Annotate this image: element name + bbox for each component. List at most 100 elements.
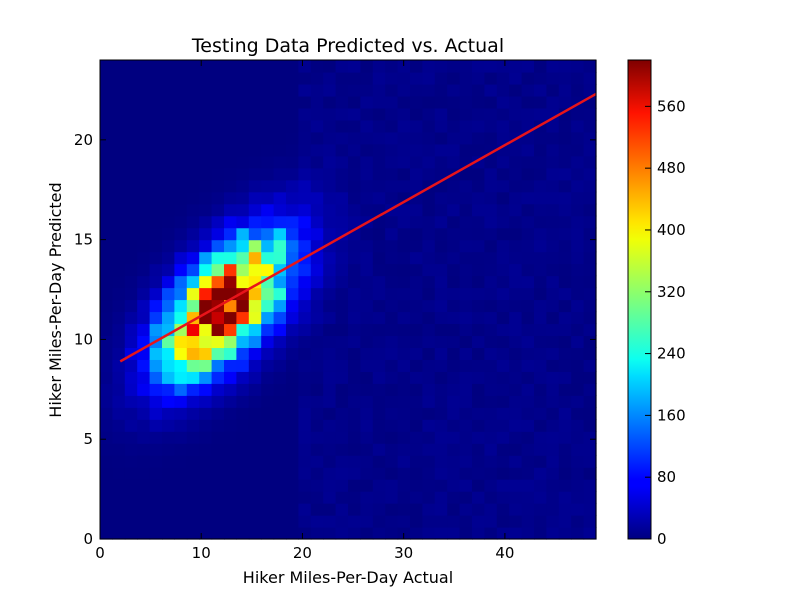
- heatmap-cell: [534, 239, 547, 253]
- heatmap-cell: [286, 95, 299, 109]
- heatmap-cell: [335, 419, 349, 432]
- heatmap-cell: [199, 155, 213, 169]
- heatmap-cell: [509, 215, 523, 229]
- colorbar-tick-label: 240: [657, 345, 686, 363]
- heatmap-cell: [571, 131, 585, 145]
- heatmap-cell: [298, 311, 312, 325]
- heatmap-cell: [571, 491, 585, 504]
- heatmap-cell: [112, 191, 126, 205]
- heatmap-cell: [422, 143, 436, 157]
- heatmap-cell: [248, 203, 262, 217]
- heatmap-cell: [137, 95, 151, 109]
- heatmap-cell: [434, 251, 448, 265]
- heatmap-cell: [112, 95, 126, 109]
- heatmap-cell: [558, 443, 572, 456]
- heatmap-cell: [149, 107, 163, 121]
- heatmap-cell: [496, 155, 510, 169]
- heatmap-cell: [112, 263, 126, 277]
- heatmap-cell: [434, 107, 448, 121]
- heatmap-cell: [496, 491, 510, 504]
- heatmap-cell: [174, 131, 188, 145]
- heatmap-cell: [434, 347, 448, 360]
- heatmap-cell: [137, 479, 151, 492]
- heatmap-cell: [174, 515, 188, 528]
- heatmap-cell: [385, 251, 399, 265]
- heatmap-cell: [211, 383, 225, 396]
- heatmap-cell: [199, 299, 213, 313]
- heatmap-cell: [509, 479, 523, 492]
- heatmap-cell: [124, 383, 138, 396]
- heatmap-cell: [360, 251, 374, 265]
- heatmap-cell: [534, 491, 547, 504]
- heatmap-cell: [459, 119, 473, 133]
- heatmap-cell: [484, 275, 498, 289]
- heatmap-cell: [261, 203, 275, 217]
- heatmap-cell: [273, 131, 287, 145]
- heatmap-cell: [496, 443, 510, 456]
- heatmap-cell: [472, 167, 485, 181]
- heatmap-cell: [286, 107, 299, 121]
- heatmap-cell: [447, 491, 461, 504]
- heatmap-cell: [509, 107, 523, 121]
- heatmap-cell: [298, 71, 312, 85]
- heatmap-cell: [397, 119, 411, 133]
- heatmap-cell: [149, 311, 163, 325]
- heatmap-cell: [236, 467, 250, 480]
- heatmap-cell: [546, 455, 560, 468]
- heatmap-cell: [571, 251, 585, 265]
- heatmap-cell: [459, 467, 473, 480]
- heatmap-cell: [199, 227, 213, 241]
- x-tick-label: 10: [192, 544, 211, 562]
- heatmap-cell: [323, 395, 337, 408]
- heatmap-cell: [558, 203, 572, 217]
- heatmap-cell: [199, 467, 213, 480]
- heatmap-cell: [521, 155, 535, 169]
- heatmap-cell: [236, 491, 250, 504]
- heatmap-cell: [174, 191, 188, 205]
- heatmap-cell: [112, 239, 126, 253]
- heatmap-cell: [124, 311, 138, 325]
- heatmap-cell: [310, 515, 324, 528]
- heatmap-cell: [583, 167, 597, 181]
- heatmap-cell: [199, 71, 213, 85]
- heatmap-cell: [348, 60, 361, 73]
- heatmap-cell: [372, 395, 386, 408]
- heatmap-cell: [459, 311, 473, 325]
- heatmap-cell: [211, 227, 225, 241]
- heatmap-cell: [137, 227, 151, 241]
- heatmap-cell: [348, 239, 361, 253]
- heatmap-cell: [521, 383, 535, 396]
- heatmap-cell: [236, 167, 250, 181]
- heatmap-cell: [273, 383, 287, 396]
- heatmap-cell: [410, 527, 423, 540]
- heatmap-cell: [199, 443, 213, 456]
- heatmap-cell: [583, 467, 597, 480]
- heatmap-cell: [558, 491, 572, 504]
- heatmap-cell: [571, 335, 585, 348]
- heatmap-cell: [137, 71, 151, 85]
- heatmap-cell: [472, 455, 485, 468]
- heatmap-cell: [534, 335, 547, 348]
- heatmap-cell: [236, 60, 250, 73]
- heatmap-cell: [546, 359, 560, 372]
- heatmap-cell: [224, 155, 237, 169]
- heatmap-cell: [248, 215, 262, 229]
- heatmap-cell: [385, 491, 399, 504]
- heatmap-cell: [335, 95, 349, 109]
- heatmap-cell: [174, 431, 188, 444]
- heatmap-cell: [112, 383, 126, 396]
- heatmap-cell: [434, 479, 448, 492]
- heatmap-cell: [162, 275, 175, 289]
- heatmap-cell: [174, 83, 188, 97]
- heatmap-cell: [261, 299, 275, 313]
- heatmap-cell: [385, 191, 399, 205]
- heatmap-cell: [273, 227, 287, 241]
- heatmap-cell: [236, 479, 250, 492]
- heatmap-cell: [137, 407, 151, 420]
- x-tick-label: 20: [293, 544, 312, 562]
- heatmap-cell: [236, 527, 250, 540]
- heatmap-cell: [534, 143, 547, 157]
- heatmap-cell: [459, 299, 473, 313]
- heatmap-cell: [583, 215, 597, 229]
- heatmap-cell: [447, 407, 461, 420]
